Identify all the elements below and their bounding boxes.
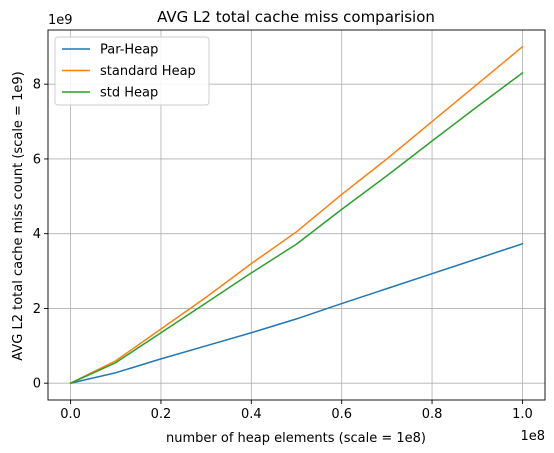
plot-frame <box>47 29 546 401</box>
y-tick-label: 6 <box>33 152 41 167</box>
chart-title: AVG L2 total cache miss comparision <box>157 8 435 26</box>
y-tick-label: 0 <box>33 377 41 392</box>
series-line-3 <box>69 71 524 385</box>
x-axis-label: number of heap elements (scale = 1e8) <box>166 431 426 446</box>
y-tick-label: 4 <box>33 227 41 242</box>
legend-entry: Par-Heap <box>100 43 158 58</box>
axis-ticks: 0.0 0.2 0.4 0.6 0.8 1.0 0 2 4 6 8 <box>33 78 533 422</box>
x-tick-label: 0.0 <box>60 407 81 422</box>
x-offset-label: 1e8 <box>520 429 545 444</box>
legend-entry: std Heap <box>100 86 158 101</box>
x-tick-label: 1.0 <box>512 407 533 422</box>
legend-entry: standard Heap <box>100 64 196 79</box>
y-tick-label: 8 <box>33 78 41 93</box>
series-line-1 <box>69 242 524 385</box>
x-tick-label: 0.4 <box>241 407 262 422</box>
y-offset-label: 1e9 <box>48 13 73 28</box>
legend: Par-Heap standard Heap std Heap <box>54 36 210 106</box>
y-tick-label: 2 <box>33 302 41 317</box>
series-lines <box>69 45 524 385</box>
x-tick-label: 0.8 <box>422 407 443 422</box>
legend-box <box>54 36 210 106</box>
x-tick-label: 0.6 <box>331 407 352 422</box>
y-axis-label: AVG L2 total cache miss count (scale = 1… <box>11 71 26 360</box>
series-line-2 <box>69 45 524 385</box>
x-tick-label: 0.2 <box>151 407 172 422</box>
